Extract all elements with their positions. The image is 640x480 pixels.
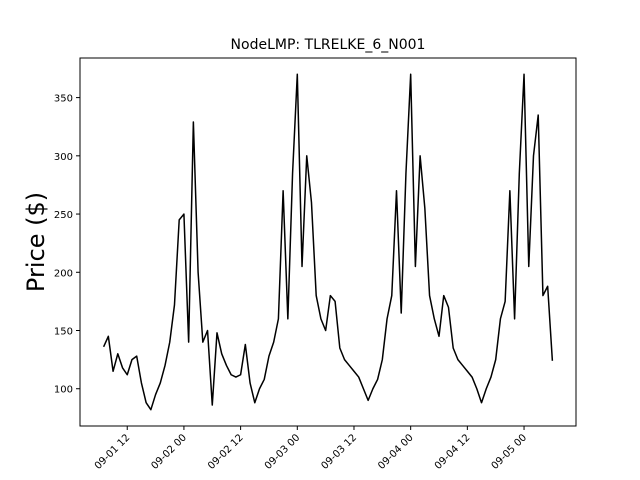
plot-frame — [79, 57, 577, 427]
x-tick-label: 09-01 12 — [93, 432, 133, 472]
y-axis-label: Price ($) — [22, 192, 50, 292]
x-tick-label: 09-03 00 — [263, 432, 303, 472]
y-tick-label: 200 — [54, 268, 73, 279]
x-tick-label: 09-05 00 — [490, 432, 530, 472]
x-tick-label: 09-03 12 — [320, 432, 360, 472]
y-tick-label: 250 — [54, 210, 73, 221]
y-tick-label: 100 — [54, 385, 73, 396]
x-tick-label: 09-04 00 — [376, 432, 416, 472]
y-tick-label: 300 — [54, 152, 73, 163]
x-tick-label: 09-02 12 — [206, 432, 246, 472]
y-tick-label: 350 — [54, 94, 73, 105]
x-tick-label: 09-04 12 — [433, 432, 473, 472]
price-line — [102, 73, 554, 411]
chart-title: NodeLMP: TLRELKE_6_N001 — [231, 37, 426, 53]
y-tick-label: 150 — [54, 327, 73, 338]
x-tick-label: 09-02 00 — [149, 432, 189, 472]
